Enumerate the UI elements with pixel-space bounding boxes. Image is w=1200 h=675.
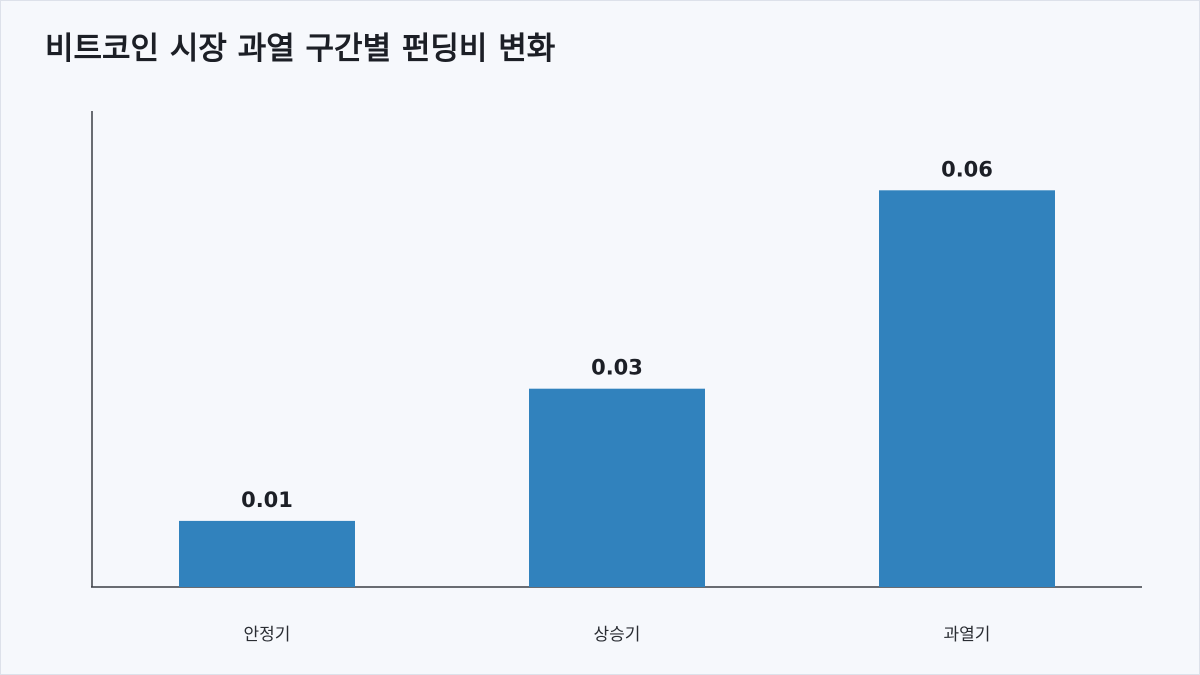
x-tick-labels-group: 안정기 상승기 과열기 xyxy=(244,625,991,645)
value-label-3: 0.06 xyxy=(941,157,993,181)
bar-2 xyxy=(529,388,705,587)
bars-group xyxy=(179,190,1055,588)
x-tick-label-1: 안정기 xyxy=(244,625,291,645)
value-label-2: 0.03 xyxy=(591,356,643,380)
x-tick-label-2: 상승기 xyxy=(594,625,641,645)
value-labels-group: 0.01 0.03 0.06 xyxy=(241,157,993,512)
bar-1 xyxy=(179,520,355,587)
value-label-1: 0.01 xyxy=(241,488,293,512)
x-tick-label-3: 과열기 xyxy=(944,625,991,645)
bar-3 xyxy=(879,190,1055,588)
chart-title: 비트코인 시장 과열 구간별 펀딩비 변화 xyxy=(45,31,556,67)
